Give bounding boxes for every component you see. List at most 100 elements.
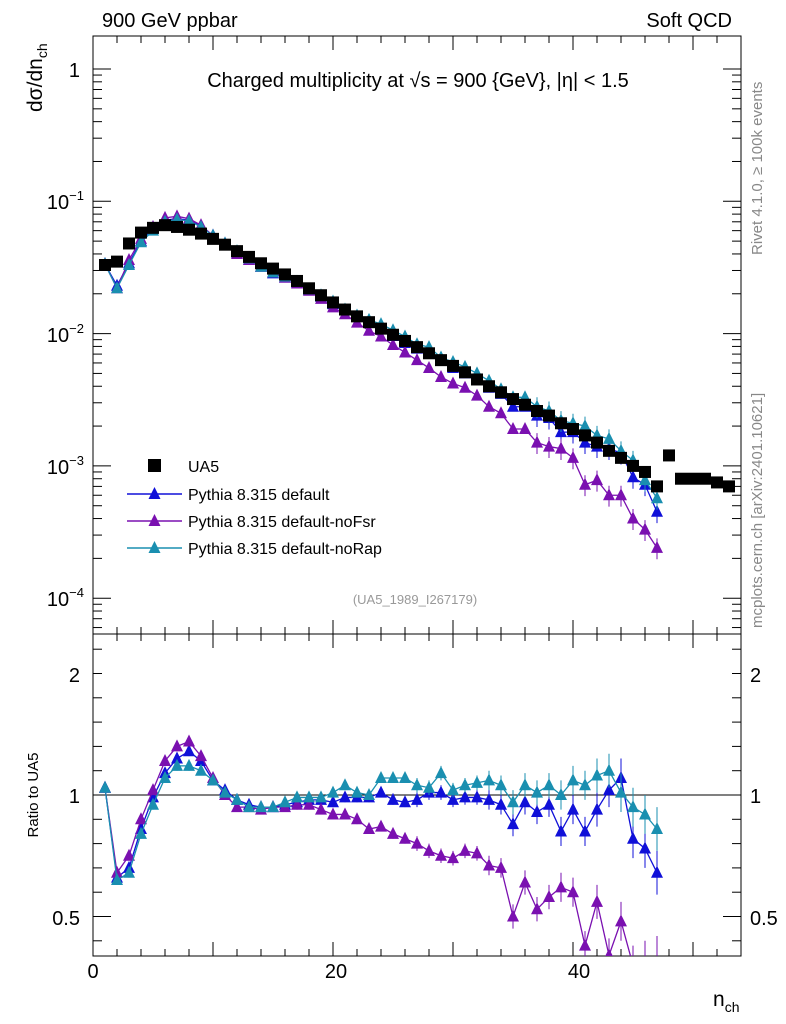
ratio-point-noRap bbox=[255, 800, 267, 813]
ratio-point-noFsr bbox=[483, 858, 495, 871]
legend-marker-default bbox=[148, 487, 161, 499]
ua5-point bbox=[507, 393, 519, 406]
series-point-default bbox=[579, 435, 591, 448]
ua5-point bbox=[195, 227, 207, 240]
series-point-noFsr bbox=[651, 540, 663, 553]
ratio-point-noFsr bbox=[605, 948, 613, 956]
ratio-point-noRap bbox=[159, 770, 171, 783]
series-point-noRap bbox=[183, 213, 195, 226]
ratio-point-default bbox=[483, 792, 495, 805]
ratio-point-noRap bbox=[351, 785, 363, 798]
legend-label-nofsr: Pythia 8.315 default-noFsr bbox=[188, 514, 376, 531]
series-point-default bbox=[507, 399, 519, 412]
ratio-point-noRap bbox=[279, 795, 291, 808]
ratio-point-noRap bbox=[387, 770, 399, 783]
ua5-point bbox=[639, 465, 651, 478]
ratio-point-noFsr bbox=[579, 938, 591, 951]
x-axis-label: nch bbox=[713, 988, 739, 1015]
series-point-noFsr bbox=[399, 345, 411, 358]
ratio-point-noFsr bbox=[459, 843, 471, 856]
ua5-point bbox=[531, 404, 543, 417]
series-point-noFsr bbox=[615, 488, 627, 501]
ratio-tick-label-2-right: 2 bbox=[750, 665, 761, 687]
ratio-point-noRap bbox=[615, 785, 627, 798]
ratio-point-default bbox=[375, 785, 387, 798]
ua5-point bbox=[111, 255, 123, 268]
ua5-point bbox=[423, 347, 435, 360]
ua5-point bbox=[603, 444, 615, 457]
ratio-point-noFsr bbox=[543, 890, 555, 903]
ratio-point-noRap bbox=[243, 800, 255, 813]
y-axis-label: dσ/dnch bbox=[24, 43, 50, 112]
ratio-point-noFsr bbox=[339, 807, 351, 820]
ratio-point-noFsr bbox=[567, 885, 579, 898]
y-tick-label-1e-2: 10−2 bbox=[47, 321, 84, 347]
series-point-noRap bbox=[639, 473, 651, 486]
ratio-point-noFsr bbox=[555, 880, 567, 893]
svg-text:10−2: 10−2 bbox=[47, 321, 84, 347]
ratio-point-noRap bbox=[483, 773, 495, 786]
series-point-noFsr bbox=[471, 388, 483, 401]
ratio-point-noFsr bbox=[291, 797, 303, 810]
ratio-point-noRap bbox=[267, 800, 279, 813]
rivet-label: Rivet 4.1.0, ≥ 100k events bbox=[749, 82, 766, 255]
axis-ticks bbox=[92, 36, 742, 956]
ratio-point-default bbox=[591, 802, 603, 815]
ratio-point-noFsr bbox=[423, 843, 435, 856]
y-tick-label-1e-4: 10−4 bbox=[47, 585, 84, 611]
ratio-point-default bbox=[579, 824, 591, 837]
series-point-noRap bbox=[603, 431, 615, 444]
ratio-point-default bbox=[399, 795, 411, 808]
ratio-point-noFsr bbox=[351, 812, 363, 825]
ua5-point bbox=[495, 386, 507, 399]
ratio-point-noFsr bbox=[399, 831, 411, 844]
ratio-point-noRap bbox=[183, 758, 195, 771]
ratio-point-noFsr bbox=[411, 836, 423, 849]
ratio-point-noFsr bbox=[615, 914, 627, 927]
ua5-point bbox=[363, 316, 375, 329]
ratio-point-noFsr bbox=[363, 822, 375, 835]
legend-label-ua5: UA5 bbox=[188, 459, 219, 476]
ratio-point-noRap bbox=[231, 792, 243, 805]
series-point-noFsr bbox=[639, 522, 651, 535]
ua5-point bbox=[99, 259, 111, 272]
ratio-point-noRap bbox=[399, 770, 411, 783]
ratio-point-noRap bbox=[447, 783, 459, 796]
ratio-point-noFsr bbox=[375, 819, 387, 832]
ua5-point bbox=[327, 296, 339, 309]
series-point-noFsr bbox=[495, 406, 507, 419]
ratio-point-default bbox=[627, 831, 639, 844]
ratio-point-noRap bbox=[291, 790, 303, 803]
ratio-point-noFsr bbox=[231, 800, 243, 813]
ratio-point-noFsr bbox=[531, 902, 543, 915]
ua5-point bbox=[219, 238, 231, 251]
ua5-point bbox=[411, 341, 423, 354]
ratio-point-noRap bbox=[603, 763, 615, 776]
ratio-point-noRap bbox=[555, 788, 567, 800]
ratio-point-noRap bbox=[135, 826, 147, 839]
ua5-point bbox=[387, 328, 399, 341]
legend-label-norap: Pythia 8.315 default-noRap bbox=[188, 541, 382, 558]
ratio-point-noFsr bbox=[447, 851, 459, 864]
ratio-point-default bbox=[471, 790, 483, 803]
series-point-noFsr bbox=[411, 353, 423, 366]
series-point-noFsr bbox=[603, 488, 615, 501]
ratio-tick-label-0.5: 0.5 bbox=[52, 908, 80, 930]
ratio-point-noRap bbox=[567, 773, 579, 786]
ua5-point bbox=[231, 245, 243, 258]
ratio-point-noFsr bbox=[171, 739, 183, 752]
ratio-point-default bbox=[459, 790, 471, 803]
series-point-noFsr bbox=[423, 360, 435, 373]
ratio-point-default bbox=[411, 792, 423, 805]
ratio-point-noFsr bbox=[135, 812, 147, 825]
ratio-point-noFsr bbox=[471, 846, 483, 859]
ratio-point-noRap bbox=[339, 778, 351, 791]
ua5-point bbox=[723, 480, 735, 493]
ua5-point bbox=[447, 359, 459, 372]
series-point-noFsr bbox=[567, 450, 579, 463]
series-point-noFsr bbox=[531, 435, 543, 448]
ratio-point-noFsr bbox=[303, 797, 315, 810]
ratio-point-noRap bbox=[531, 785, 543, 798]
ratio-point-noRap bbox=[495, 778, 507, 791]
ua5-point bbox=[171, 220, 183, 233]
